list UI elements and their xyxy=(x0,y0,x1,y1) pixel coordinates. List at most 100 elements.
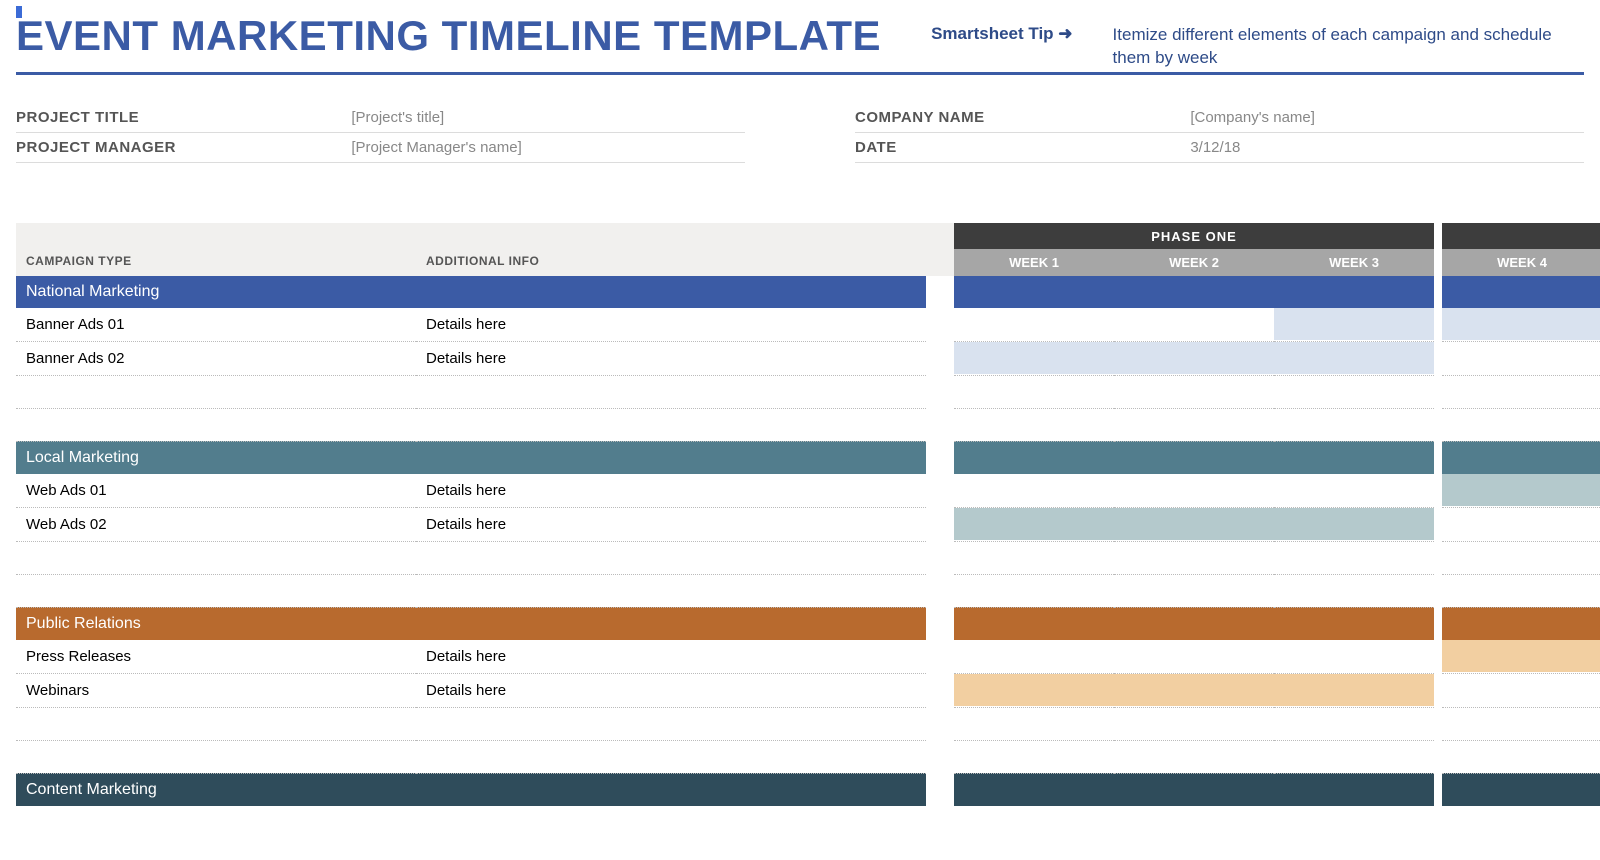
week-cell[interactable] xyxy=(1274,640,1434,674)
sep-cell xyxy=(1434,375,1442,408)
week-cell[interactable] xyxy=(1274,507,1434,541)
week-cell[interactable] xyxy=(954,707,1114,740)
cell-additional-info[interactable] xyxy=(416,707,926,740)
cell-additional-info[interactable] xyxy=(416,541,926,574)
week-cell[interactable] xyxy=(1114,541,1274,574)
cell-campaign-type[interactable]: Web Ads 01 xyxy=(16,474,416,508)
week-cell[interactable] xyxy=(1442,408,1600,441)
week-cell[interactable] xyxy=(1274,341,1434,375)
cell-additional-info[interactable]: Details here xyxy=(416,673,926,707)
sep-cell xyxy=(1434,474,1442,508)
cell-campaign-type[interactable] xyxy=(16,408,416,441)
cell-additional-info[interactable]: Details here xyxy=(416,341,926,375)
week-cell[interactable] xyxy=(1274,308,1434,342)
week-cell[interactable] xyxy=(1442,474,1600,508)
week-cell[interactable] xyxy=(1274,408,1434,441)
tip-label[interactable]: Smartsheet Tip ➜ xyxy=(931,24,1072,70)
week-cell[interactable] xyxy=(1442,673,1600,707)
cell-campaign-type[interactable]: Webinars xyxy=(16,673,416,707)
week-cell[interactable] xyxy=(954,507,1114,541)
cell-additional-info[interactable] xyxy=(416,740,926,773)
week-cell[interactable] xyxy=(954,673,1114,707)
week-cell[interactable] xyxy=(954,308,1114,342)
week-header: WEEK 2 xyxy=(1114,249,1274,276)
meta-label: PROJECT MANAGER xyxy=(16,139,351,156)
week-cell[interactable] xyxy=(1114,740,1274,773)
week-cell[interactable] xyxy=(1274,375,1434,408)
meta-line: PROJECT TITLE[Project's title] xyxy=(16,103,745,133)
gap-cell xyxy=(926,375,954,408)
week-cell[interactable] xyxy=(954,541,1114,574)
cell-campaign-type[interactable]: Press Releases xyxy=(16,640,416,674)
week-cell[interactable] xyxy=(1114,308,1274,342)
meta-value[interactable]: [Project Manager's name] xyxy=(351,139,745,156)
week-cell[interactable] xyxy=(954,408,1114,441)
gap-cell xyxy=(926,507,954,541)
table-row: Press ReleasesDetails here xyxy=(16,640,1600,674)
week-cell[interactable] xyxy=(1442,574,1600,607)
week-cell[interactable] xyxy=(1274,474,1434,508)
week-cell[interactable] xyxy=(954,375,1114,408)
cell-additional-info[interactable] xyxy=(416,375,926,408)
week-cell[interactable] xyxy=(1114,474,1274,508)
week-cell[interactable] xyxy=(1114,574,1274,607)
week-cell[interactable] xyxy=(1114,707,1274,740)
cell-campaign-type[interactable]: Web Ads 02 xyxy=(16,507,416,541)
section-title[interactable]: Content Marketing xyxy=(16,773,926,806)
week-cell[interactable] xyxy=(1274,574,1434,607)
cell-additional-info[interactable]: Details here xyxy=(416,474,926,508)
section-title[interactable]: National Marketing xyxy=(16,276,926,308)
week-cell[interactable] xyxy=(1442,308,1600,342)
week-cell[interactable] xyxy=(1442,507,1600,541)
cell-campaign-type[interactable] xyxy=(16,574,416,607)
week-cell[interactable] xyxy=(954,640,1114,674)
week-cell[interactable] xyxy=(954,341,1114,375)
section-title[interactable]: Local Marketing xyxy=(16,441,926,474)
cell-additional-info[interactable] xyxy=(416,574,926,607)
cell-campaign-type[interactable]: Banner Ads 01 xyxy=(16,308,416,342)
section-bar xyxy=(1442,773,1600,806)
week-cell[interactable] xyxy=(1114,673,1274,707)
week-cell[interactable] xyxy=(954,474,1114,508)
title-bar: EVENT MARKETING TIMELINE TEMPLATE Smarts… xyxy=(16,10,1584,75)
gap-cell xyxy=(926,773,954,806)
section-title[interactable]: Public Relations xyxy=(16,607,926,640)
week-cell[interactable] xyxy=(1274,707,1434,740)
cell-campaign-type[interactable] xyxy=(16,707,416,740)
page-title: EVENT MARKETING TIMELINE TEMPLATE xyxy=(16,10,881,60)
meta-value[interactable]: [Project's title] xyxy=(351,109,745,126)
meta-row: PROJECT TITLE[Project's title] PROJECT MA… xyxy=(16,103,1584,163)
week-cell[interactable] xyxy=(1114,507,1274,541)
week-cell[interactable] xyxy=(1274,541,1434,574)
cell-campaign-type[interactable] xyxy=(16,375,416,408)
week-cell[interactable] xyxy=(1114,640,1274,674)
week-cell[interactable] xyxy=(1274,740,1434,773)
week-cell[interactable] xyxy=(1442,375,1600,408)
sep-cell xyxy=(1434,507,1442,541)
meta-value[interactable]: 3/12/18 xyxy=(1190,139,1584,156)
gap-cell xyxy=(926,673,954,707)
gap-cell xyxy=(926,740,954,773)
cell-additional-info[interactable] xyxy=(416,408,926,441)
meta-value[interactable]: [Company's name] xyxy=(1190,109,1584,126)
week-cell[interactable] xyxy=(1442,707,1600,740)
week-cell[interactable] xyxy=(1114,375,1274,408)
week-cell[interactable] xyxy=(1114,341,1274,375)
week-cell[interactable] xyxy=(954,740,1114,773)
tip-block: Smartsheet Tip ➜ Itemize different eleme… xyxy=(931,10,1552,70)
week-cell[interactable] xyxy=(1442,341,1600,375)
week-cell[interactable] xyxy=(1274,673,1434,707)
week-cell[interactable] xyxy=(1442,740,1600,773)
week-cell[interactable] xyxy=(1114,408,1274,441)
week-cell[interactable] xyxy=(954,574,1114,607)
cell-campaign-type[interactable] xyxy=(16,541,416,574)
meta-line: DATE3/12/18 xyxy=(855,133,1584,163)
section-row: Content Marketing xyxy=(16,773,1600,806)
week-cell[interactable] xyxy=(1442,541,1600,574)
cell-additional-info[interactable]: Details here xyxy=(416,507,926,541)
week-cell[interactable] xyxy=(1442,640,1600,674)
cell-additional-info[interactable]: Details here xyxy=(416,640,926,674)
cell-campaign-type[interactable] xyxy=(16,740,416,773)
cell-additional-info[interactable]: Details here xyxy=(416,308,926,342)
cell-campaign-type[interactable]: Banner Ads 02 xyxy=(16,341,416,375)
